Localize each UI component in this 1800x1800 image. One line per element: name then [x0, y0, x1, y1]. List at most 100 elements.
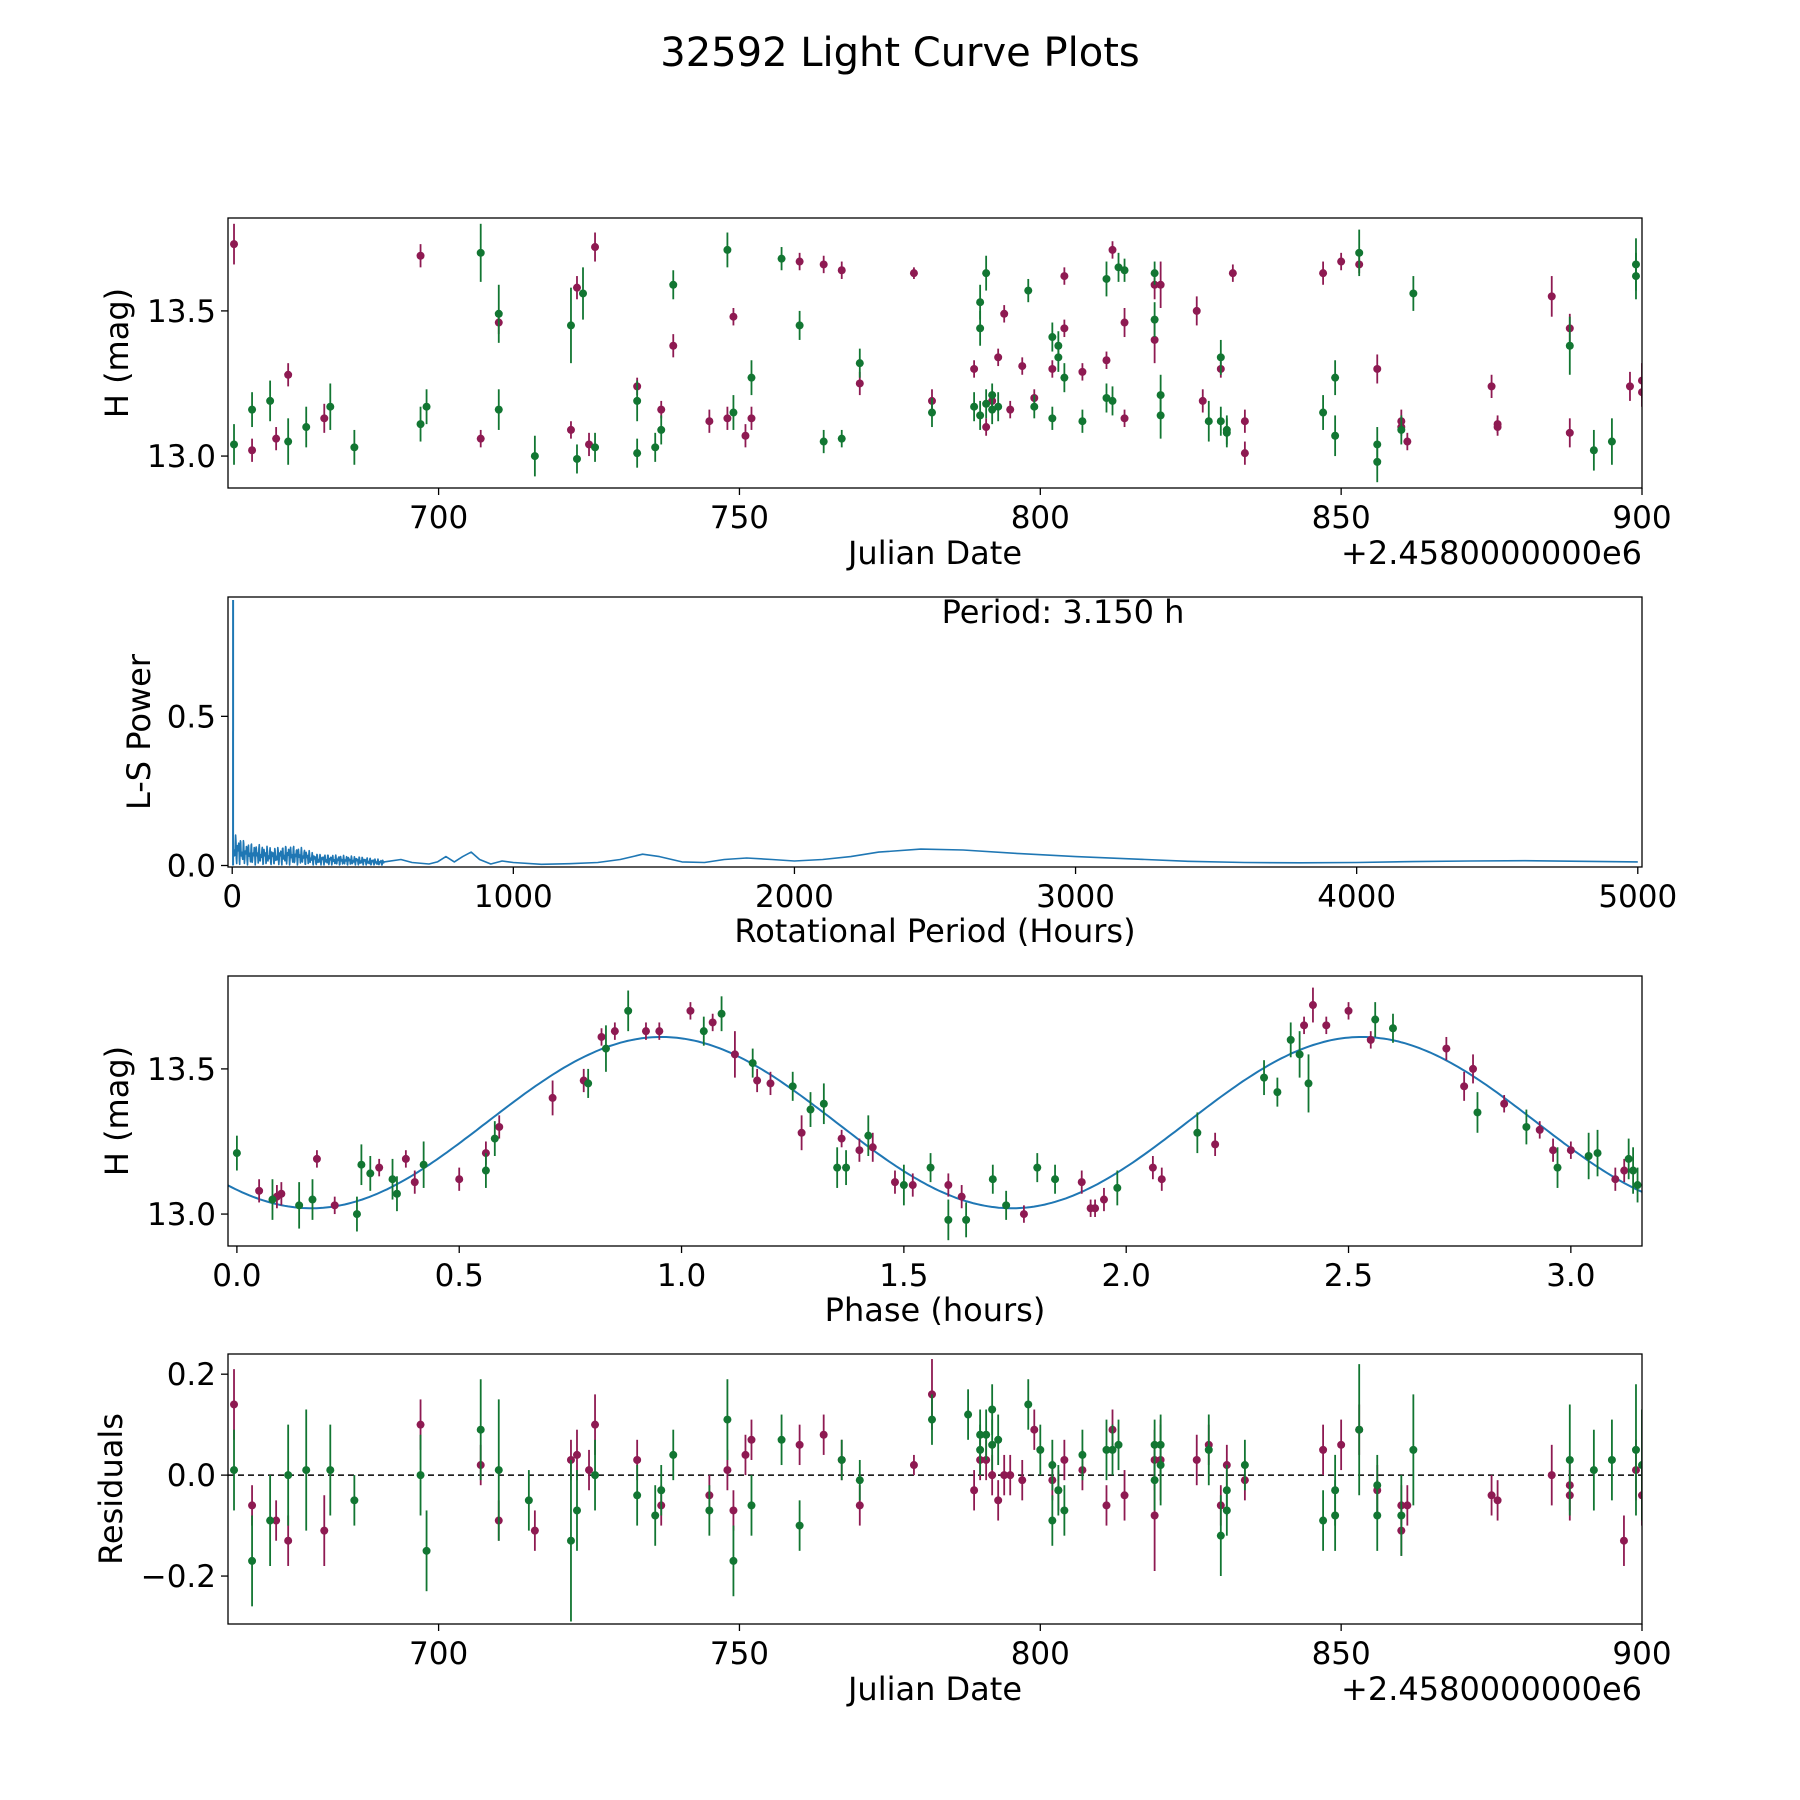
resid-point-green	[1222, 1486, 1231, 1495]
lc-point-red	[1120, 414, 1129, 423]
phase-point-green	[1260, 1073, 1269, 1082]
resid-point-red	[1638, 1491, 1642, 1500]
resid-point-green	[1108, 1445, 1117, 1454]
resid-point-green	[723, 1415, 732, 1424]
phase-point-green	[268, 1195, 277, 1204]
resid-point-green	[1114, 1440, 1123, 1449]
ls-xtick-label: 3000	[1036, 879, 1115, 915]
phase-point-green	[833, 1163, 842, 1172]
lc-point-red	[909, 269, 918, 278]
resid-point-red	[729, 1506, 738, 1515]
phase-point-green	[926, 1163, 935, 1172]
lc-ytick-label: 13.0	[147, 439, 216, 475]
resid-point-red	[1102, 1501, 1111, 1510]
lc-point-red	[1198, 396, 1207, 405]
phase-point-red	[730, 1050, 739, 1059]
lc-point-green	[416, 420, 425, 429]
lc-point-green	[1102, 274, 1111, 283]
lc-point-green	[988, 391, 997, 400]
resid-point-red	[284, 1536, 293, 1545]
phase-point-green	[819, 1099, 828, 1108]
lc-point-green	[1078, 417, 1087, 426]
phase-point-red	[375, 1163, 384, 1172]
lc-point-green	[976, 298, 985, 307]
lc-point-green	[657, 425, 666, 434]
ls-ytick-label: 0.0	[167, 849, 216, 885]
lc-point-green	[1060, 373, 1069, 382]
phase-point-red	[753, 1076, 762, 1085]
phase-point-green	[988, 1175, 997, 1184]
resid-point-green	[566, 1536, 575, 1545]
lc-point-red	[1060, 272, 1069, 281]
lc-point-red	[795, 257, 804, 266]
resid-xtick-label: 850	[1312, 1636, 1371, 1672]
lc-point-red	[248, 446, 257, 455]
phase-point-green	[1584, 1152, 1593, 1160]
resid-point-green	[1156, 1440, 1165, 1449]
lc-point-green	[266, 396, 275, 405]
phase-point-green	[1113, 1183, 1122, 1192]
phase-xtick-label: 2.5	[1324, 1258, 1373, 1294]
resid-point-green	[1150, 1440, 1159, 1449]
lc-point-green	[837, 434, 846, 443]
lc-point-green	[1108, 396, 1117, 405]
resid-point-red	[1060, 1455, 1069, 1464]
resid-point-green	[657, 1486, 666, 1495]
resid-point-red	[855, 1501, 864, 1510]
resid-xtick-label: 750	[710, 1636, 769, 1672]
phase-point-green	[392, 1189, 401, 1198]
lc-point-red	[1120, 318, 1129, 327]
lc-point-green	[795, 321, 804, 330]
resid-point-green	[1631, 1445, 1640, 1454]
lc-point-red	[1493, 420, 1502, 429]
resid-point-green	[1397, 1511, 1406, 1520]
phase-point-red	[410, 1178, 419, 1187]
lc-point-red	[416, 251, 425, 260]
phase-point-green	[788, 1082, 797, 1091]
phase-point-red	[1344, 1006, 1353, 1015]
lc-point-green	[988, 405, 997, 414]
phase-point-red	[797, 1128, 806, 1137]
lc-point-red	[729, 312, 738, 321]
phase-point-red	[1549, 1146, 1558, 1155]
phase-xtick-label: 3.0	[1546, 1258, 1595, 1294]
lc-ytick-label: 13.5	[147, 294, 216, 330]
phase-point-green	[366, 1169, 375, 1178]
resid-point-red	[1403, 1501, 1412, 1510]
resid-point-red	[1337, 1440, 1346, 1449]
resid-point-green	[705, 1506, 714, 1515]
resid-ytick-label: 0.0	[167, 1458, 216, 1494]
phase-point-red	[890, 1178, 899, 1187]
lc-point-green	[927, 408, 936, 417]
phase-point-red	[837, 1134, 846, 1143]
lc-point-green	[1048, 333, 1057, 342]
resid-point-green	[1204, 1445, 1213, 1454]
phase-point-red	[686, 1006, 695, 1015]
resid-point-green	[1565, 1455, 1574, 1464]
phase-xtick-label: 2.0	[1102, 1258, 1151, 1294]
phase-point-green	[1193, 1128, 1202, 1137]
lc-point-red	[1403, 437, 1412, 446]
resid-point-red	[248, 1501, 257, 1510]
panel-phase: H (mag) Phase (hours) 0.0 0.5 1.0 1.5 2.0 2.5…	[98, 975, 1643, 1329]
phase-point-red	[548, 1093, 557, 1102]
lc-point-red	[747, 414, 756, 423]
resid-point-green	[1319, 1516, 1328, 1525]
lc-point-red	[705, 417, 714, 426]
phase-point-green	[1553, 1163, 1562, 1172]
ls-xlabel: Rotational Period (Hours)	[734, 912, 1135, 950]
lc-point-red	[1240, 417, 1249, 426]
phase-point-red	[1322, 1021, 1331, 1030]
phase-point-red	[641, 1027, 650, 1036]
resid-point-green	[747, 1501, 756, 1510]
lc-point-red	[970, 364, 979, 373]
lc-point-red	[1373, 364, 1382, 373]
resid-plot-area	[228, 1359, 1642, 1622]
figure-title: 32592 Light Curve Plots	[660, 30, 1139, 76]
resid-point-green	[1054, 1486, 1063, 1495]
lc-point-red	[591, 243, 600, 252]
lc-point-green	[1319, 408, 1328, 417]
resid-point-red	[1030, 1425, 1039, 1434]
lc-point-green	[1048, 414, 1057, 423]
resid-point-green	[855, 1476, 864, 1485]
